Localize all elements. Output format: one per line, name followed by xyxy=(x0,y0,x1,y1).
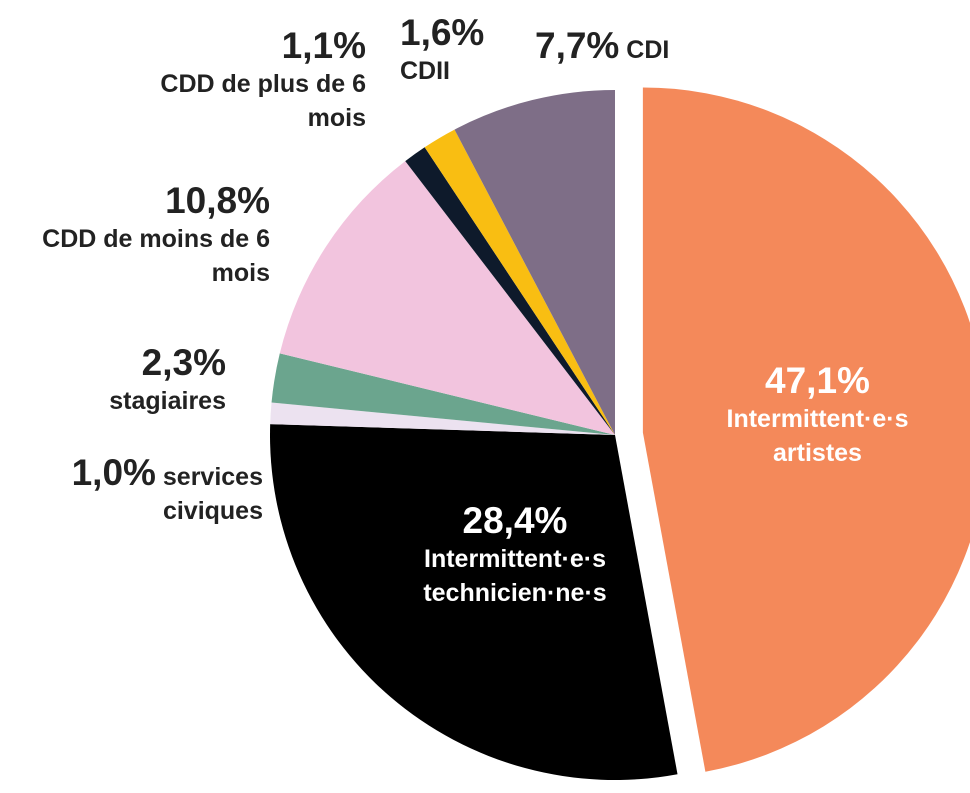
pie-slice xyxy=(424,129,615,435)
value-label: 47,1% xyxy=(765,360,870,401)
category-label: Intermittent·e·s technicien·ne·s xyxy=(423,545,607,607)
slice-label: 28,4% Intermittent·e·s technicien·ne·s xyxy=(370,500,660,610)
value-label: 2,3% xyxy=(141,342,226,383)
slice-label: 1,1% CDD de plus de 6 mois xyxy=(100,25,366,135)
value-label: 1,0% xyxy=(71,452,156,493)
slice-label: 7,7% CDI xyxy=(535,25,735,67)
slice-label: 47,1% Intermittent·e·s artistes xyxy=(680,360,955,470)
category-label: stagiaires xyxy=(109,387,226,415)
value-label: 1,6% xyxy=(400,12,485,53)
slice-label: 1,0% services civiques xyxy=(15,452,263,528)
slice-label: 10,8% CDD de moins de 6 mois xyxy=(20,180,270,290)
slice-label: 2,3% stagiaires xyxy=(20,342,226,418)
category-label: CDD de plus de 6 mois xyxy=(160,70,366,132)
pie-slice xyxy=(270,424,678,780)
pie-slice xyxy=(270,402,615,435)
pie-slice xyxy=(642,87,970,772)
category-label: CDI xyxy=(626,36,670,64)
category-label: CDD de moins de 6 mois xyxy=(42,225,270,287)
slice-label: 1,6% CDII xyxy=(400,12,520,88)
value-label: 28,4% xyxy=(462,500,568,541)
pie-slice xyxy=(454,90,615,435)
category-label: services civiques xyxy=(162,463,263,525)
pie-slice xyxy=(271,353,615,435)
value-label: 1,1% xyxy=(281,25,366,66)
value-label: 7,7% xyxy=(535,25,620,66)
pie-slice xyxy=(279,161,615,436)
value-label: 10,8% xyxy=(165,180,270,221)
pie-slice xyxy=(405,147,615,436)
category-label: CDII xyxy=(400,57,450,85)
category-label: Intermittent·e·s artistes xyxy=(726,405,909,467)
